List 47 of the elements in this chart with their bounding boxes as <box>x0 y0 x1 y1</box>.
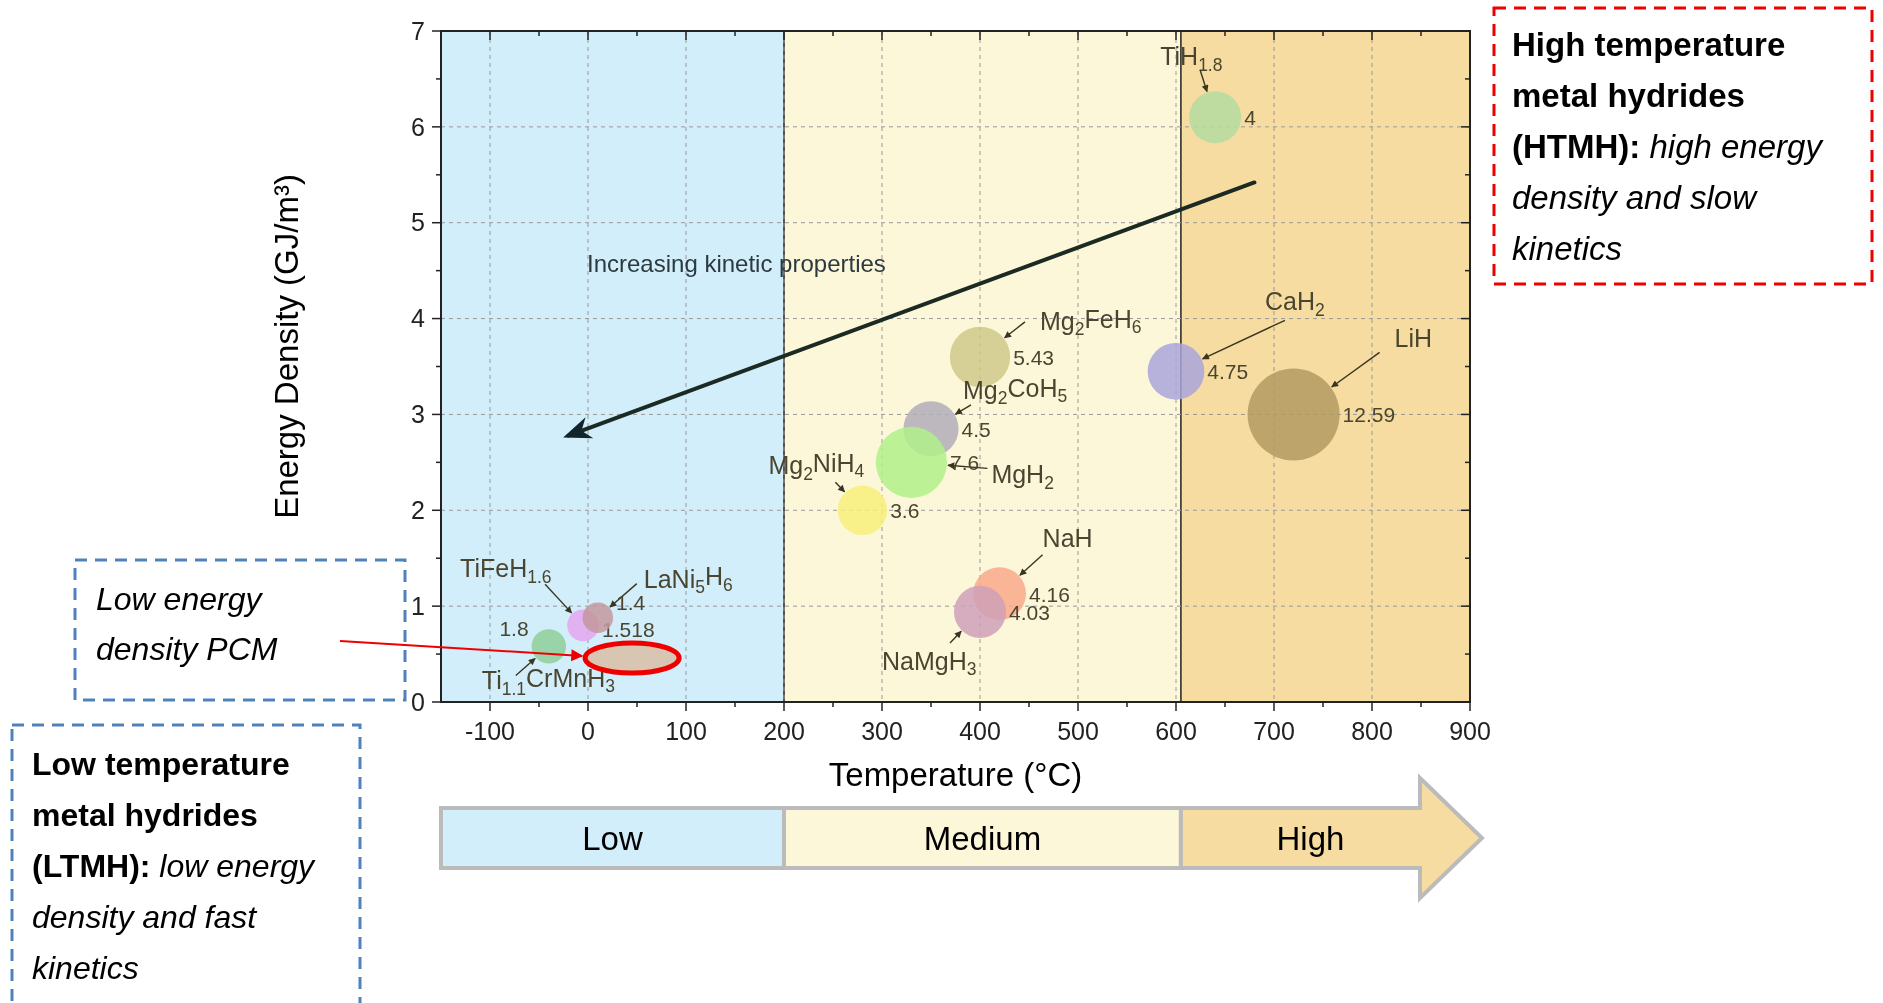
series-label: LaNi$_{5}$H$_{6}$ <box>643 562 733 597</box>
annotation: 3.6 <box>890 499 920 523</box>
x-tick-label: -100 <box>464 717 516 745</box>
annotation: 4.5 <box>961 417 991 441</box>
annotation: 1.518 <box>602 618 655 642</box>
annotation: 1.4 <box>616 590 646 614</box>
annotation: 4.16 <box>1029 582 1070 606</box>
x-tick-label: 100 <box>665 717 707 745</box>
text: Low <box>582 819 643 857</box>
y-tick-label: 3 <box>411 400 425 429</box>
annotation: 1.8 <box>499 617 529 641</box>
x-tick-label: 900 <box>1449 717 1491 745</box>
text: CaH$_{2}$ <box>1265 287 1325 320</box>
text: Medium <box>923 819 1042 857</box>
x-tick-label: 600 <box>1155 717 1197 745</box>
text: High temperature metal hydrides (HTMH): high energy density and slow kinetics <box>1512 26 1822 267</box>
text: Low energy density PCM <box>96 581 278 667</box>
y-axis-title: Energy Density (GJ/m³) <box>268 174 305 519</box>
x-tick-label: 300 <box>861 717 903 745</box>
text: High <box>1276 819 1345 857</box>
x-tick-label: 0 <box>581 717 595 745</box>
y-tick-label: 4 <box>411 304 426 333</box>
series-label: NaH <box>1042 523 1093 552</box>
series-label: MgH$_{2}$ <box>991 460 1054 493</box>
series-label: Ti$_{1.1}$CrMnH$_{3}$ <box>481 664 615 699</box>
annotation: 12.59 <box>1342 403 1396 427</box>
annotation: 4 <box>1244 106 1257 130</box>
annotation: 5.43 <box>1013 345 1055 369</box>
text: Low temperature metal hydrides (LTMH): low energy density and fast kinetics <box>32 746 315 986</box>
x-tick-label: 800 <box>1351 717 1393 745</box>
y-tick-label: 6 <box>411 112 425 141</box>
y-tick-label: 0 <box>411 687 425 716</box>
y-tick-label: 1 <box>411 591 425 620</box>
x-tick-label: 400 <box>959 717 1001 745</box>
text: LiH <box>1394 324 1433 353</box>
annotation: 4.75 <box>1207 360 1249 384</box>
y-tick-label: 2 <box>411 496 425 525</box>
x-tick-label: 700 <box>1253 717 1295 745</box>
series-label: TiFeH$_{1.6}$ <box>460 554 552 587</box>
series-label: Mg$_{2}$FeH$_{6}$ <box>1040 304 1142 340</box>
y-tick-label: 5 <box>411 208 425 237</box>
series-label: Mg$_{2}$CoH$_{5}$ <box>963 373 1068 409</box>
x-tick-label: 500 <box>1057 717 1099 745</box>
x-axis-title: Temperature (°C) <box>828 756 1083 793</box>
y-tick-label: 7 <box>411 16 425 45</box>
x-tick-label: 200 <box>763 717 805 745</box>
series-label: NaMgH$_{3}$ <box>882 646 977 680</box>
